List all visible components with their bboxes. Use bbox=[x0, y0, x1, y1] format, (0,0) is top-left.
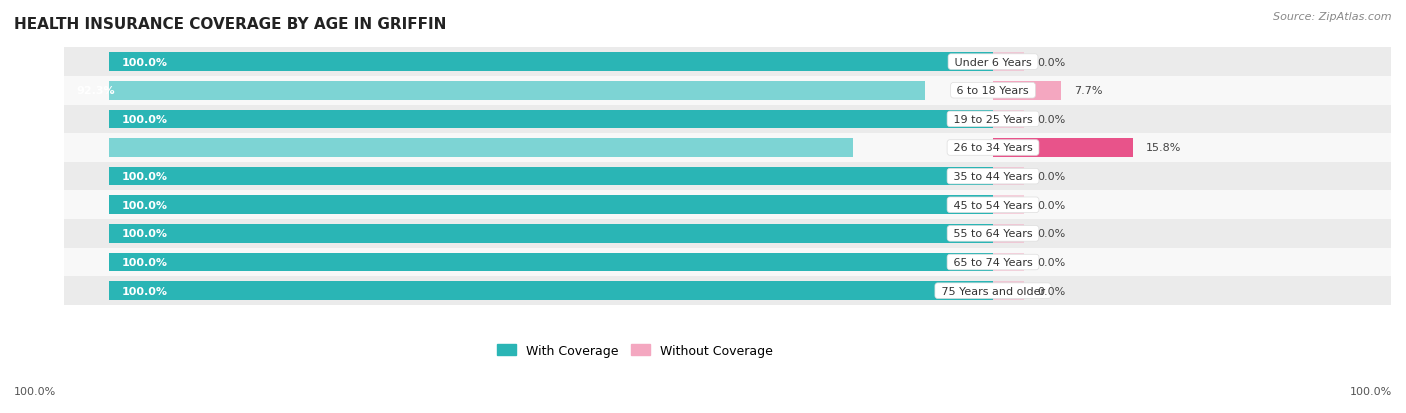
Text: 45 to 54 Years: 45 to 54 Years bbox=[950, 200, 1036, 210]
Text: 100.0%: 100.0% bbox=[122, 172, 167, 182]
Text: 92.3%: 92.3% bbox=[76, 86, 114, 96]
Text: 100.0%: 100.0% bbox=[122, 200, 167, 210]
Bar bbox=[65, 162, 1391, 191]
Text: 0.0%: 0.0% bbox=[1038, 57, 1066, 67]
Text: 84.2%: 84.2% bbox=[4, 143, 44, 153]
Bar bbox=[65, 277, 1391, 305]
Text: 100.0%: 100.0% bbox=[122, 229, 167, 239]
Bar bbox=[108, 110, 993, 129]
Bar bbox=[65, 48, 1391, 77]
Bar bbox=[108, 253, 993, 272]
Bar bbox=[108, 167, 993, 186]
Text: 65 to 74 Years: 65 to 74 Years bbox=[950, 257, 1036, 267]
Bar bbox=[993, 82, 1062, 100]
Bar bbox=[65, 105, 1391, 134]
Text: 100.0%: 100.0% bbox=[122, 57, 167, 67]
Bar bbox=[65, 134, 1391, 162]
Bar bbox=[65, 220, 1391, 248]
Text: Source: ZipAtlas.com: Source: ZipAtlas.com bbox=[1274, 12, 1392, 22]
Legend: With Coverage, Without Coverage: With Coverage, Without Coverage bbox=[492, 339, 778, 362]
Bar bbox=[65, 191, 1391, 220]
Text: 100.0%: 100.0% bbox=[14, 387, 56, 396]
Bar bbox=[65, 248, 1391, 277]
Bar bbox=[993, 225, 1024, 243]
Text: 26 to 34 Years: 26 to 34 Years bbox=[950, 143, 1036, 153]
Bar bbox=[993, 110, 1024, 129]
Text: 0.0%: 0.0% bbox=[1038, 114, 1066, 125]
Bar bbox=[993, 167, 1024, 186]
Text: 19 to 25 Years: 19 to 25 Years bbox=[950, 114, 1036, 125]
Bar bbox=[108, 139, 853, 157]
Text: 0.0%: 0.0% bbox=[1038, 257, 1066, 267]
Text: 55 to 64 Years: 55 to 64 Years bbox=[950, 229, 1036, 239]
Bar bbox=[65, 77, 1391, 105]
Bar bbox=[108, 282, 993, 300]
Bar bbox=[108, 82, 925, 100]
Text: 0.0%: 0.0% bbox=[1038, 200, 1066, 210]
Text: Under 6 Years: Under 6 Years bbox=[950, 57, 1035, 67]
Text: 0.0%: 0.0% bbox=[1038, 286, 1066, 296]
Text: 100.0%: 100.0% bbox=[122, 286, 167, 296]
Text: 75 Years and older: 75 Years and older bbox=[938, 286, 1049, 296]
Text: 35 to 44 Years: 35 to 44 Years bbox=[950, 172, 1036, 182]
Text: 100.0%: 100.0% bbox=[122, 257, 167, 267]
Bar bbox=[108, 225, 993, 243]
Text: 6 to 18 Years: 6 to 18 Years bbox=[953, 86, 1032, 96]
Text: 0.0%: 0.0% bbox=[1038, 229, 1066, 239]
Bar bbox=[108, 53, 993, 72]
Bar bbox=[993, 196, 1024, 214]
Text: 100.0%: 100.0% bbox=[122, 114, 167, 125]
Text: 100.0%: 100.0% bbox=[1350, 387, 1392, 396]
Text: 7.7%: 7.7% bbox=[1074, 86, 1102, 96]
Bar bbox=[993, 253, 1024, 272]
Text: 0.0%: 0.0% bbox=[1038, 172, 1066, 182]
Bar bbox=[108, 196, 993, 214]
Text: HEALTH INSURANCE COVERAGE BY AGE IN GRIFFIN: HEALTH INSURANCE COVERAGE BY AGE IN GRIF… bbox=[14, 17, 447, 31]
Text: 15.8%: 15.8% bbox=[1146, 143, 1181, 153]
Bar bbox=[993, 282, 1024, 300]
Bar bbox=[993, 139, 1133, 157]
Bar bbox=[993, 53, 1024, 72]
